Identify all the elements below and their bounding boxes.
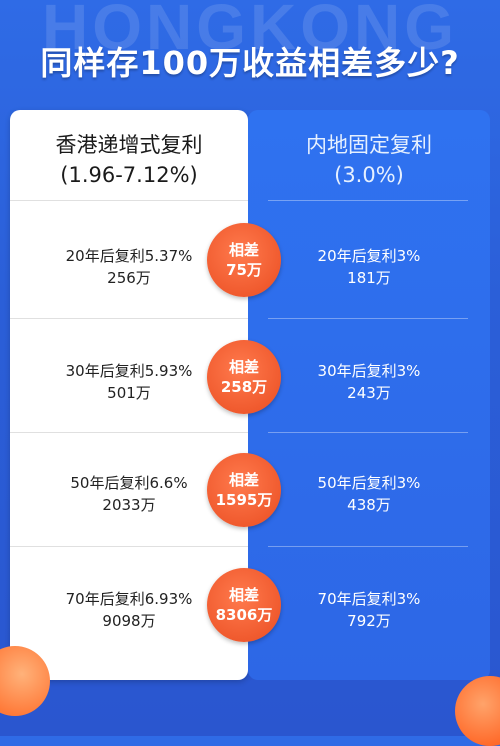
left-header-title: 香港递增式复利 <box>55 133 203 157</box>
divider <box>268 546 468 547</box>
left-row-amount: 256万 <box>107 269 151 287</box>
left-row-amount: 2033万 <box>102 496 156 514</box>
difference-value: 75万 <box>226 261 262 279</box>
left-row: 70年后复利6.93% 9098万 <box>10 588 248 632</box>
right-header-rate: (3.0%) <box>334 163 404 187</box>
right-row-amount: 243万 <box>347 384 391 402</box>
right-header: 内地固定复利 (3.0%) <box>248 130 490 190</box>
left-row-rate: 70年后复利6.93% <box>65 590 193 608</box>
left-row-rate: 20年后复利5.37% <box>65 247 193 265</box>
right-row: 20年后复利3% 181万 <box>248 245 490 289</box>
right-row-amount: 438万 <box>347 496 391 514</box>
difference-value: 258万 <box>220 378 268 396</box>
divider <box>268 200 468 201</box>
left-row-amount: 9098万 <box>102 612 156 630</box>
divider <box>10 318 248 319</box>
difference-label: 相差 <box>228 241 259 259</box>
left-row-amount: 501万 <box>107 384 151 402</box>
left-row: 50年后复利6.6% 2033万 <box>10 472 248 516</box>
difference-label: 相差 <box>228 471 259 489</box>
left-header: 香港递增式复利 (1.96-7.12%) <box>10 130 248 190</box>
difference-badge: 相差 258万 <box>207 340 281 414</box>
difference-value: 1595万 <box>215 491 273 509</box>
difference-label: 相差 <box>228 358 259 376</box>
right-comparison-panel: 内地固定复利 (3.0%) 20年后复利3% 181万 30年后复利3% 243… <box>248 110 490 680</box>
right-row-amount: 181万 <box>347 269 391 287</box>
difference-badge: 相差 1595万 <box>207 453 281 527</box>
left-row-rate: 50年后复利6.6% <box>70 474 188 492</box>
right-row: 70年后复利3% 792万 <box>248 588 490 632</box>
divider <box>268 318 468 319</box>
left-row-rate: 30年后复利5.93% <box>65 362 193 380</box>
left-comparison-panel: 香港递增式复利 (1.96-7.12%) 20年后复利5.37% 256万 30… <box>10 110 248 680</box>
right-row-rate: 20年后复利3% <box>317 247 421 265</box>
right-row: 50年后复利3% 438万 <box>248 472 490 516</box>
right-row-amount: 792万 <box>347 612 391 630</box>
background-watermark-text: HONGKONG <box>42 0 458 63</box>
right-header-title: 内地固定复利 <box>306 133 432 157</box>
page-title: 同样存100万收益相差多少? <box>40 44 460 82</box>
left-row: 30年后复利5.93% 501万 <box>10 360 248 404</box>
left-header-rate: (1.96-7.12%) <box>60 163 198 187</box>
divider <box>10 546 248 547</box>
right-row-rate: 50年后复利3% <box>317 474 421 492</box>
difference-label: 相差 <box>228 586 259 604</box>
divider <box>10 200 248 201</box>
right-row: 30年后复利3% 243万 <box>248 360 490 404</box>
difference-badge: 相差 75万 <box>207 223 281 297</box>
difference-badge: 相差 8306万 <box>207 568 281 642</box>
divider <box>268 432 468 433</box>
right-row-rate: 70年后复利3% <box>317 590 421 608</box>
right-row-rate: 30年后复利3% <box>317 362 421 380</box>
difference-value: 8306万 <box>215 606 273 624</box>
left-row: 20年后复利5.37% 256万 <box>10 245 248 289</box>
divider <box>10 432 248 433</box>
